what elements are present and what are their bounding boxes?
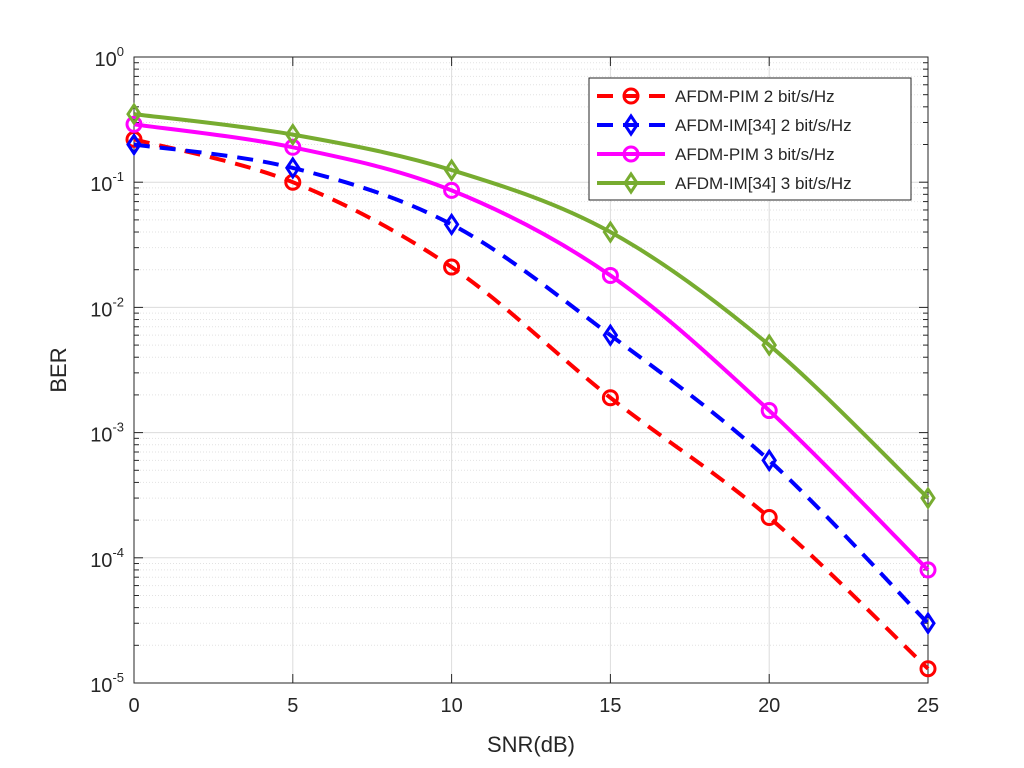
y-tick-base: 10 bbox=[90, 174, 112, 196]
y-tick-label: 10-1 bbox=[90, 169, 124, 196]
data-point bbox=[602, 220, 619, 244]
y-tick-exponent: -1 bbox=[112, 169, 124, 184]
data-point bbox=[919, 561, 937, 579]
data-point bbox=[443, 158, 460, 182]
data-point bbox=[761, 448, 778, 473]
legend-item: AFDM-PIM 3 bit/s/Hz bbox=[597, 145, 835, 164]
legend-marker bbox=[622, 145, 640, 163]
data-point bbox=[443, 212, 460, 237]
data-point bbox=[443, 258, 461, 276]
legend-item: AFDM-PIM 2 bit/s/Hz bbox=[597, 87, 835, 106]
data-point bbox=[761, 333, 778, 357]
y-tick-base: 10 bbox=[90, 675, 112, 697]
legend: AFDM-PIM 2 bit/s/Hz AFDM-IM[34] 2 bit/s/H… bbox=[588, 77, 912, 201]
legend-marker bbox=[623, 171, 639, 195]
legend-label: AFDM-PIM 3 bit/s/Hz bbox=[675, 145, 835, 164]
data-point bbox=[760, 402, 778, 420]
series-line bbox=[133, 112, 930, 500]
y-tick-label: 10-2 bbox=[90, 294, 124, 321]
ticks bbox=[133, 56, 929, 684]
x-tick-label: 25 bbox=[917, 695, 939, 717]
series-afdm-pim-3-bit-s-hz bbox=[125, 115, 937, 579]
x-axis-title: SNR(dB) bbox=[487, 732, 575, 757]
x-tick-label: 20 bbox=[758, 695, 780, 717]
y-tick-exponent: -4 bbox=[112, 545, 124, 560]
data-point bbox=[284, 138, 302, 156]
y-tick-exponent: -3 bbox=[112, 420, 124, 435]
y-tick-base: 10 bbox=[90, 550, 112, 572]
data-point bbox=[126, 102, 142, 126]
y-tick-base: 10 bbox=[90, 425, 112, 447]
series-afdm-im-34-3-bit-s-hz bbox=[126, 102, 936, 510]
legend-box bbox=[588, 77, 912, 201]
y-tick-exponent: -5 bbox=[112, 670, 124, 685]
series bbox=[125, 102, 937, 678]
data-point bbox=[125, 115, 143, 133]
series-afdm-im-34-2-bit-s-hz bbox=[126, 132, 936, 635]
y-tick-base: 10 bbox=[95, 49, 117, 71]
x-tick-label: 15 bbox=[599, 695, 621, 717]
legend-item: AFDM-IM[34] 2 bit/s/Hz bbox=[597, 113, 852, 137]
axes-box bbox=[133, 56, 929, 684]
data-point bbox=[601, 389, 619, 407]
x-tick-label: 10 bbox=[440, 695, 462, 717]
data-point bbox=[601, 266, 619, 284]
y-axis-title: BER bbox=[46, 347, 71, 392]
y-tick-exponent: -2 bbox=[112, 294, 124, 309]
legend-item: AFDM-IM[34] 3 bit/s/Hz bbox=[597, 171, 852, 195]
y-tick-base: 10 bbox=[90, 299, 112, 321]
x-tick-label: 0 bbox=[128, 695, 139, 717]
legend-label: AFDM-PIM 2 bit/s/Hz bbox=[675, 87, 835, 106]
data-point bbox=[920, 486, 936, 510]
y-tick-label: 10-5 bbox=[90, 670, 124, 697]
data-point bbox=[126, 132, 142, 157]
data-point bbox=[443, 181, 461, 199]
data-point bbox=[760, 508, 778, 526]
x-tick-label: 5 bbox=[287, 695, 298, 717]
legend-label: AFDM-IM[34] 2 bit/s/Hz bbox=[675, 116, 852, 135]
data-point bbox=[284, 122, 301, 147]
y-tick-label: 10-4 bbox=[90, 545, 124, 572]
y-tick-label: 10-3 bbox=[90, 420, 124, 447]
legend-label: AFDM-IM[34] 3 bit/s/Hz bbox=[675, 174, 852, 193]
y-tick-exponent: 0 bbox=[117, 44, 124, 59]
data-point bbox=[919, 660, 937, 678]
legend-marker bbox=[623, 113, 639, 137]
series-line bbox=[133, 137, 930, 671]
data-point bbox=[920, 611, 936, 635]
data-point bbox=[602, 323, 619, 347]
legend-marker bbox=[622, 87, 640, 105]
y-tick-label: 100 bbox=[95, 44, 124, 71]
data-point bbox=[284, 156, 301, 180]
